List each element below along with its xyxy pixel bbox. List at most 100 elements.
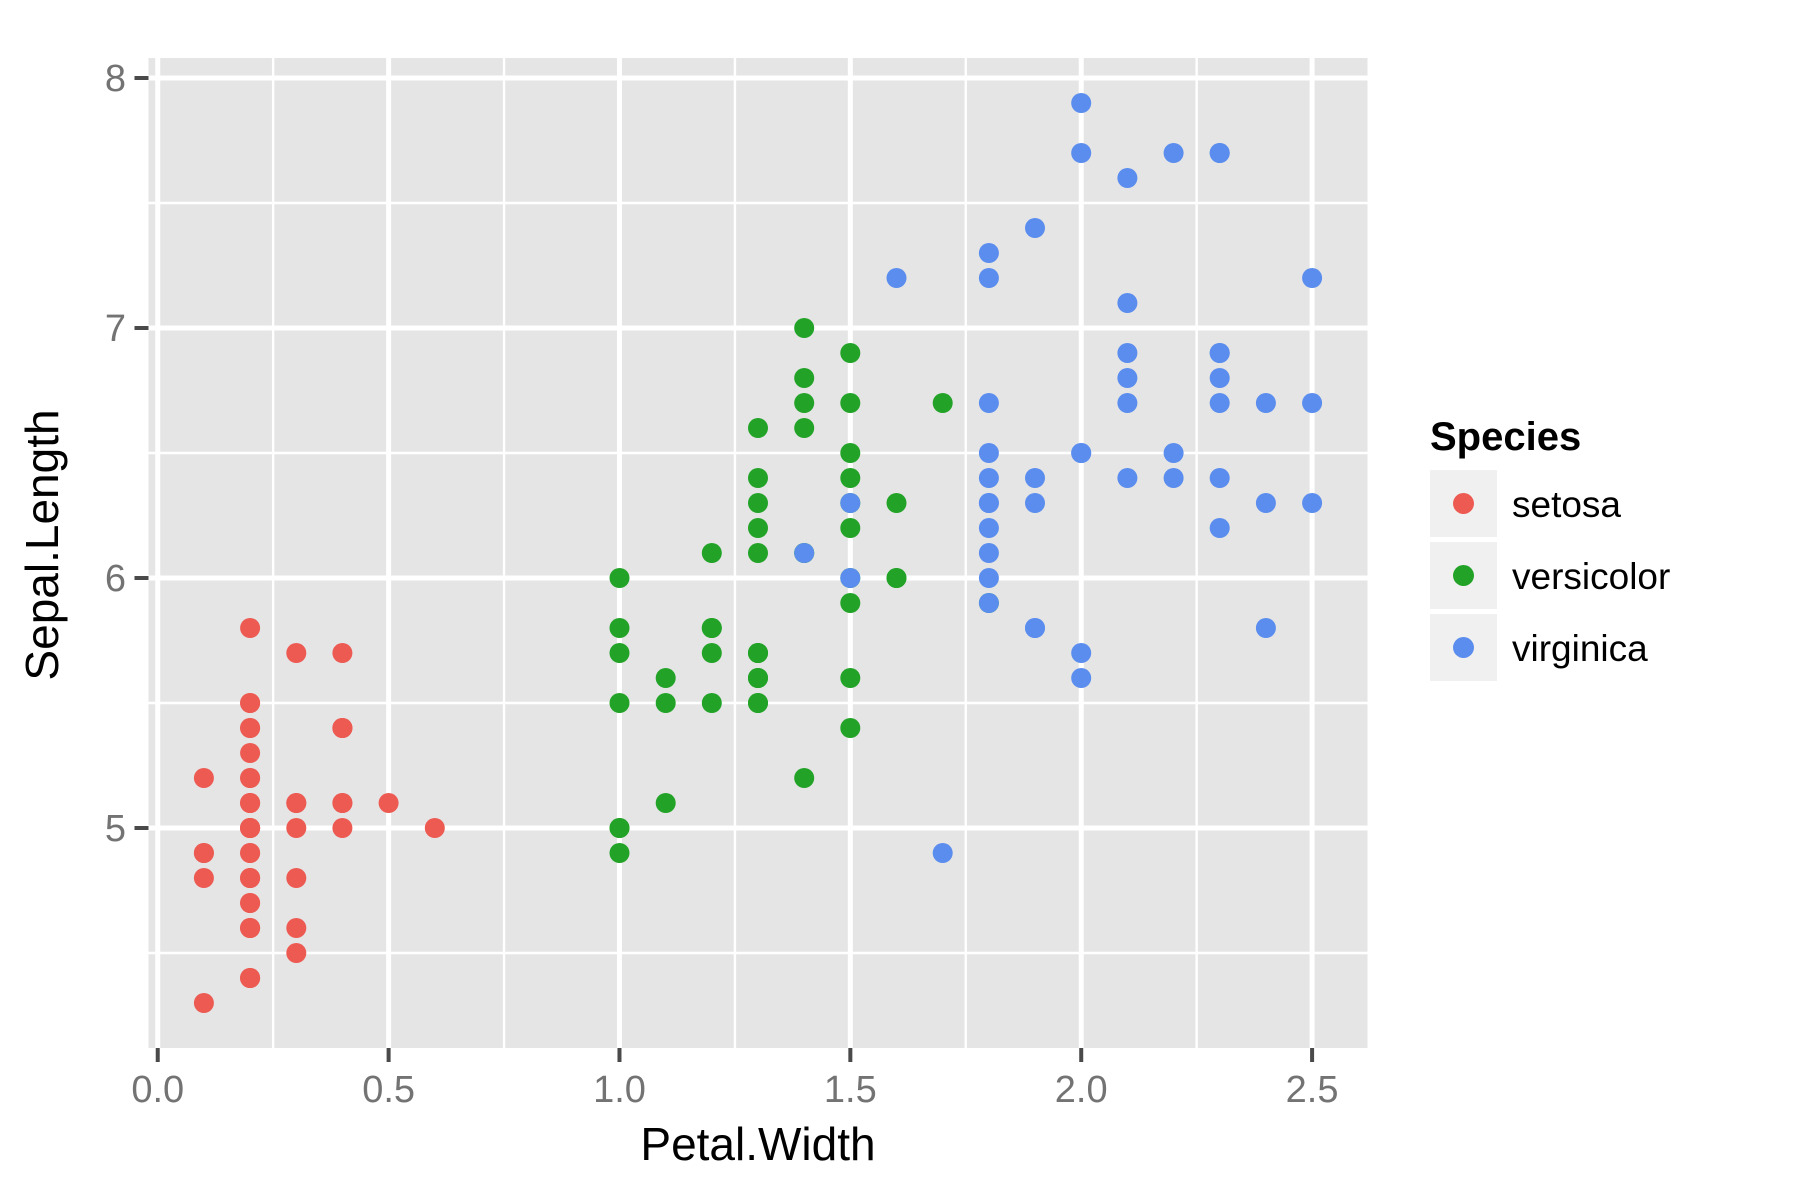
data-point xyxy=(240,743,261,763)
data-point xyxy=(840,468,861,488)
data-point xyxy=(978,593,999,613)
data-point xyxy=(609,643,630,663)
data-point xyxy=(748,643,768,663)
data-point xyxy=(1163,143,1184,163)
minor-gridlines xyxy=(148,58,1368,1048)
data-point xyxy=(1209,143,1230,163)
data-point xyxy=(840,393,861,413)
data-point xyxy=(1117,293,1138,313)
x-tick-label: 2.0 xyxy=(1055,1069,1108,1111)
data-point xyxy=(1117,168,1138,188)
data-point xyxy=(748,693,768,713)
data-point xyxy=(286,643,307,663)
data-point xyxy=(655,693,676,713)
data-points xyxy=(193,93,1323,1013)
data-point xyxy=(886,493,907,513)
data-point xyxy=(701,693,722,713)
data-point xyxy=(701,543,722,563)
x-tick-label: 1.5 xyxy=(824,1069,877,1111)
data-point xyxy=(609,843,630,863)
data-point xyxy=(794,368,815,388)
series-setosa xyxy=(193,618,445,1013)
x-tick-label: 0.5 xyxy=(362,1069,415,1111)
data-point xyxy=(978,393,999,413)
data-point xyxy=(978,518,999,538)
axis-ticks xyxy=(134,76,1315,1062)
y-axis-title: Sepal.Length xyxy=(16,409,68,680)
data-point xyxy=(932,843,953,863)
data-point xyxy=(240,893,261,913)
data-point xyxy=(748,418,768,438)
data-point xyxy=(1025,618,1045,638)
data-point xyxy=(978,443,999,463)
data-point xyxy=(240,718,261,738)
legend-title: Species xyxy=(1430,415,1581,459)
data-point xyxy=(332,643,353,663)
data-point xyxy=(1117,468,1138,488)
data-point xyxy=(1071,643,1092,663)
data-point xyxy=(1163,443,1184,463)
data-point xyxy=(794,768,815,788)
data-point xyxy=(1117,393,1138,413)
data-point xyxy=(240,968,261,988)
data-point xyxy=(240,818,261,838)
data-point xyxy=(794,418,815,438)
data-point xyxy=(193,993,214,1013)
data-point xyxy=(1209,368,1230,388)
x-axis-title: Petal.Width xyxy=(640,1118,875,1170)
data-point xyxy=(1302,268,1323,288)
data-point xyxy=(286,793,307,813)
data-point xyxy=(286,918,307,938)
y-tick-label: 6 xyxy=(105,558,126,600)
legend-item-virginica: virginica xyxy=(1430,614,1648,681)
legend-label-virginica: virginica xyxy=(1512,628,1648,669)
data-point xyxy=(1209,343,1230,363)
data-point xyxy=(193,768,214,788)
data-point xyxy=(240,918,261,938)
legend-label-versicolor: versicolor xyxy=(1512,556,1670,597)
data-point xyxy=(748,543,768,563)
data-point xyxy=(240,843,261,863)
data-point xyxy=(840,568,861,588)
x-tick-label: 0.0 xyxy=(131,1069,184,1111)
data-point xyxy=(978,468,999,488)
data-point xyxy=(748,468,768,488)
data-point xyxy=(332,718,353,738)
series-virginica xyxy=(794,93,1323,863)
y-tick-label: 8 xyxy=(105,58,126,100)
data-point xyxy=(1025,493,1045,513)
data-point xyxy=(609,568,630,588)
data-point xyxy=(1071,443,1092,463)
data-point xyxy=(1163,468,1184,488)
data-point xyxy=(240,768,261,788)
data-point xyxy=(286,943,307,963)
data-point xyxy=(1209,393,1230,413)
axis-tick-labels: 0.0 0.5 1.0 1.5 2.0 2.5 5 6 7 8 xyxy=(105,58,1339,1111)
data-point xyxy=(655,793,676,813)
data-point xyxy=(932,393,953,413)
data-point xyxy=(794,318,815,338)
data-point xyxy=(655,668,676,688)
data-point xyxy=(840,443,861,463)
data-point xyxy=(748,518,768,538)
data-point xyxy=(1117,343,1138,363)
y-tick-label: 7 xyxy=(105,308,126,350)
data-point xyxy=(886,268,907,288)
y-tick-label: 5 xyxy=(105,808,126,850)
data-point xyxy=(1302,393,1323,413)
data-point xyxy=(1255,493,1276,513)
legend: Species setosa versicolor virginica xyxy=(1430,415,1670,681)
data-point xyxy=(240,618,261,638)
data-point xyxy=(609,818,630,838)
data-point xyxy=(701,643,722,663)
legend-swatch-versicolor-icon xyxy=(1453,565,1474,586)
data-point xyxy=(1255,618,1276,638)
data-point xyxy=(978,243,999,263)
data-point xyxy=(332,818,353,838)
data-point xyxy=(193,868,214,888)
data-point xyxy=(424,818,445,838)
data-point xyxy=(609,693,630,713)
data-point xyxy=(978,568,999,588)
data-point xyxy=(794,543,815,563)
